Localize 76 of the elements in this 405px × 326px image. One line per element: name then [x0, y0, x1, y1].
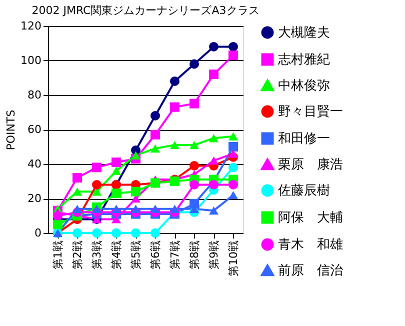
point	[209, 156, 218, 165]
point	[92, 180, 102, 190]
point	[150, 110, 160, 120]
legend-label: 栗原 康浩	[278, 158, 343, 172]
point	[209, 134, 218, 142]
y-tick-label: 100	[20, 54, 42, 67]
x-tick-label: 第5戦	[129, 240, 142, 270]
point	[150, 228, 160, 238]
legend-label: 野々目賢一	[278, 104, 343, 120]
x-tick-label: 第2戦	[70, 240, 84, 270]
point	[228, 180, 238, 190]
point	[150, 144, 160, 153]
legend-label: 阿保 大輔	[278, 210, 343, 226]
x-tick-label: 第7戦	[168, 240, 182, 270]
point	[190, 59, 199, 69]
y-tick-label: 60	[28, 123, 42, 136]
x-tick-label: 第8戦	[188, 240, 201, 270]
point	[112, 188, 121, 198]
legend-label: 中林俊弥	[278, 78, 330, 94]
point	[150, 204, 160, 213]
point	[72, 187, 82, 196]
y-tick-label: 120	[20, 20, 42, 32]
point	[150, 130, 160, 140]
point	[228, 142, 238, 152]
point	[170, 76, 180, 86]
point	[112, 158, 121, 168]
point	[209, 70, 218, 80]
chart-title: 2002 JMRC関東ジムカーナシリーズA3クラス	[32, 4, 260, 17]
point	[92, 204, 102, 213]
legend-label: 志村雅紀	[278, 52, 330, 68]
legend-label: 青木 和雄	[278, 238, 343, 252]
point	[72, 204, 82, 213]
point	[112, 228, 121, 238]
legend-label: 大槻隆夫	[278, 26, 330, 40]
point	[190, 180, 199, 190]
point	[190, 160, 199, 170]
y-tick-label: 20	[28, 192, 42, 205]
point	[209, 42, 218, 52]
point	[228, 190, 238, 200]
legend-label: 前原 信治	[278, 264, 343, 278]
point	[72, 228, 82, 238]
point	[131, 204, 140, 213]
point	[112, 166, 121, 176]
x-tick-label: 第6戦	[148, 240, 162, 270]
point	[112, 204, 121, 213]
point	[131, 228, 140, 238]
point	[190, 140, 199, 150]
y-axis-title: POINTS	[4, 110, 18, 150]
point	[131, 151, 140, 160]
point	[170, 140, 180, 150]
x-tick-label: 第3戦	[90, 240, 104, 270]
point	[170, 102, 180, 112]
point	[209, 206, 218, 215]
point	[92, 228, 102, 238]
point	[228, 42, 238, 52]
legend-label: 佐藤辰樹	[278, 184, 330, 198]
y-tick-label: 0	[34, 226, 42, 240]
point	[131, 186, 140, 196]
point	[170, 204, 180, 213]
x-tick-label: 第1戦	[51, 240, 64, 270]
x-tick-label: 第4戦	[110, 240, 123, 270]
legend-label: 和田修一	[278, 132, 330, 146]
point	[190, 198, 199, 208]
point	[228, 162, 238, 172]
point	[209, 180, 218, 190]
point	[228, 50, 238, 60]
point	[92, 162, 102, 172]
x-tick-label: 第10戦	[226, 240, 240, 276]
point	[190, 98, 199, 108]
y-tick-label: 80	[28, 88, 42, 102]
point	[228, 132, 238, 141]
y-tick-label: 40	[28, 158, 42, 170]
point	[228, 150, 238, 158]
point	[53, 211, 62, 220]
point	[72, 173, 82, 183]
x-tick-label: 第9戦	[207, 240, 220, 270]
